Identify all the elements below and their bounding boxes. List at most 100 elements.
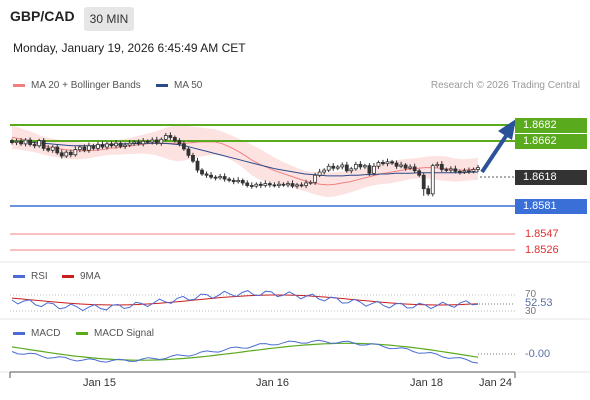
candle-body: [326, 165, 331, 171]
candle: [249, 182, 254, 189]
candle: [335, 165, 340, 171]
legend-ma20: MA 20 + Bollinger Bands: [13, 80, 141, 91]
candle-body: [150, 139, 155, 143]
ma20-swatch: [13, 83, 25, 87]
candle-body: [249, 185, 254, 187]
candle-body: [439, 163, 444, 170]
candle: [258, 181, 263, 189]
candle: [109, 141, 114, 148]
rsi-swatch: [13, 274, 25, 278]
timeframe-button[interactable]: 30 MIN: [84, 7, 134, 31]
candle-body: [123, 144, 128, 147]
candle-body: [353, 163, 358, 170]
candle: [240, 178, 245, 186]
candle-body: [308, 181, 313, 184]
candle-body: [141, 140, 146, 145]
forecast-arrow-shaft: [480, 134, 508, 174]
candle: [399, 161, 403, 169]
rsi-line: [11, 290, 479, 312]
candle: [281, 182, 286, 187]
candle-body: [204, 173, 209, 176]
candle: [213, 175, 218, 181]
candle-body: [258, 183, 263, 186]
candle-body: [77, 146, 82, 151]
candle-body: [154, 139, 159, 144]
candle-body: [145, 140, 150, 143]
candle: [313, 172, 318, 185]
candle: [32, 141, 37, 149]
candle: [304, 179, 308, 189]
candle-body: [91, 145, 96, 149]
candle: [421, 172, 426, 196]
candle-body: [476, 167, 480, 170]
candle-body: [358, 163, 363, 168]
candle-body: [281, 183, 286, 186]
candle: [353, 161, 358, 171]
candle-body: [132, 141, 137, 144]
legend-rsi-ma-label: 9MA: [80, 271, 101, 282]
candle: [462, 168, 467, 174]
candle: [127, 140, 132, 148]
candle-body: [272, 184, 277, 187]
candle-body: [299, 184, 304, 187]
candle: [349, 166, 354, 174]
candle-body: [394, 162, 399, 167]
candle-body: [32, 144, 37, 147]
candle-body: [82, 146, 87, 151]
candle-body: [254, 183, 259, 187]
candle-body: [385, 161, 390, 165]
candle: [204, 171, 209, 178]
candle: [453, 165, 458, 174]
candle-body: [240, 179, 245, 184]
candle-body: [263, 183, 268, 186]
candle: [385, 158, 390, 167]
candle: [145, 139, 150, 144]
candle-body: [209, 174, 213, 178]
candle-body: [277, 183, 281, 186]
candle: [163, 132, 168, 142]
candle: [14, 138, 19, 146]
legend-ma50-label: MA 50: [174, 80, 203, 91]
candle: [46, 145, 51, 153]
candle: [218, 173, 223, 180]
candle: [23, 138, 28, 147]
candle-body: [100, 144, 105, 148]
candle-body: [231, 179, 236, 183]
candle-body: [362, 165, 367, 168]
candle-body: [335, 166, 340, 169]
legend-rsi: RSI: [13, 271, 48, 282]
candle-body: [367, 165, 372, 174]
candle: [28, 137, 32, 147]
candle-body: [177, 140, 182, 145]
candle: [186, 147, 191, 158]
candle: [37, 138, 42, 148]
candle: [87, 142, 91, 153]
candle-body: [10, 140, 14, 143]
candle: [376, 160, 381, 169]
candle-body: [114, 142, 118, 147]
rsi-level-70: 70: [525, 289, 537, 300]
candle: [114, 140, 118, 149]
candle: [68, 149, 73, 158]
candle-body: [87, 145, 91, 151]
candle-body: [19, 140, 23, 145]
candle-body: [46, 147, 51, 151]
candle-body: [412, 166, 417, 172]
legend-macd: MACD: [13, 328, 60, 339]
candle-body: [444, 169, 449, 171]
candle-body: [435, 163, 440, 167]
candle: [182, 140, 186, 151]
candle: [254, 182, 259, 189]
candle: [381, 159, 385, 166]
macd-line: [11, 339, 479, 364]
candle: [50, 145, 55, 153]
candle-body: [168, 135, 173, 138]
candle: [367, 163, 372, 176]
candle: [467, 167, 471, 174]
candle: [150, 137, 155, 145]
candle-body: [222, 176, 227, 180]
candle: [195, 157, 200, 173]
candle: [290, 180, 295, 189]
x-tick-label: Jan 24: [479, 377, 513, 389]
